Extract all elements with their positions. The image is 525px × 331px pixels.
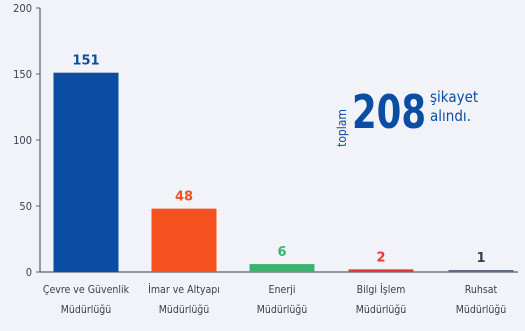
x-tick-label: Enerji bbox=[269, 284, 296, 296]
x-tick-label: Müdürlüğü bbox=[61, 304, 112, 316]
bar-value-label: 6 bbox=[277, 245, 286, 260]
bar bbox=[151, 208, 217, 272]
total-word: toplam bbox=[335, 109, 349, 147]
bar-value-label: 48 bbox=[175, 190, 193, 205]
x-tick-label: Müdürlüğü bbox=[456, 304, 507, 316]
total-callout: toplam 208 şikayet alındı. bbox=[335, 85, 478, 147]
x-tick-label: Müdürlüğü bbox=[356, 304, 407, 316]
total-line1: şikayet bbox=[430, 88, 478, 106]
x-tick-label: Ruhsat bbox=[465, 284, 498, 296]
x-tick-label: Çevre ve Güvenlik bbox=[43, 284, 130, 296]
bar-value-label: 151 bbox=[72, 54, 99, 69]
total-line2: alındı. bbox=[430, 107, 471, 125]
bar-value-label: 1 bbox=[476, 251, 485, 266]
y-tick-label: 50 bbox=[19, 200, 32, 213]
x-tick-label: Bilgi İşlem bbox=[357, 283, 406, 296]
total-number: 208 bbox=[352, 85, 426, 139]
y-tick-label: 100 bbox=[13, 134, 32, 147]
x-tick-label: Müdürlüğü bbox=[257, 304, 308, 316]
x-tick-label: Müdürlüğü bbox=[159, 304, 210, 316]
y-tick-label: 200 bbox=[13, 2, 32, 15]
y-tick-label: 0 bbox=[26, 266, 32, 279]
x-tick-label: İmar ve Altyapı bbox=[148, 283, 220, 296]
bar bbox=[448, 270, 514, 272]
bar bbox=[249, 264, 315, 272]
bar bbox=[348, 269, 414, 272]
y-tick-label: 150 bbox=[13, 68, 32, 81]
bar bbox=[53, 72, 119, 273]
bar-value-label: 2 bbox=[376, 250, 385, 265]
